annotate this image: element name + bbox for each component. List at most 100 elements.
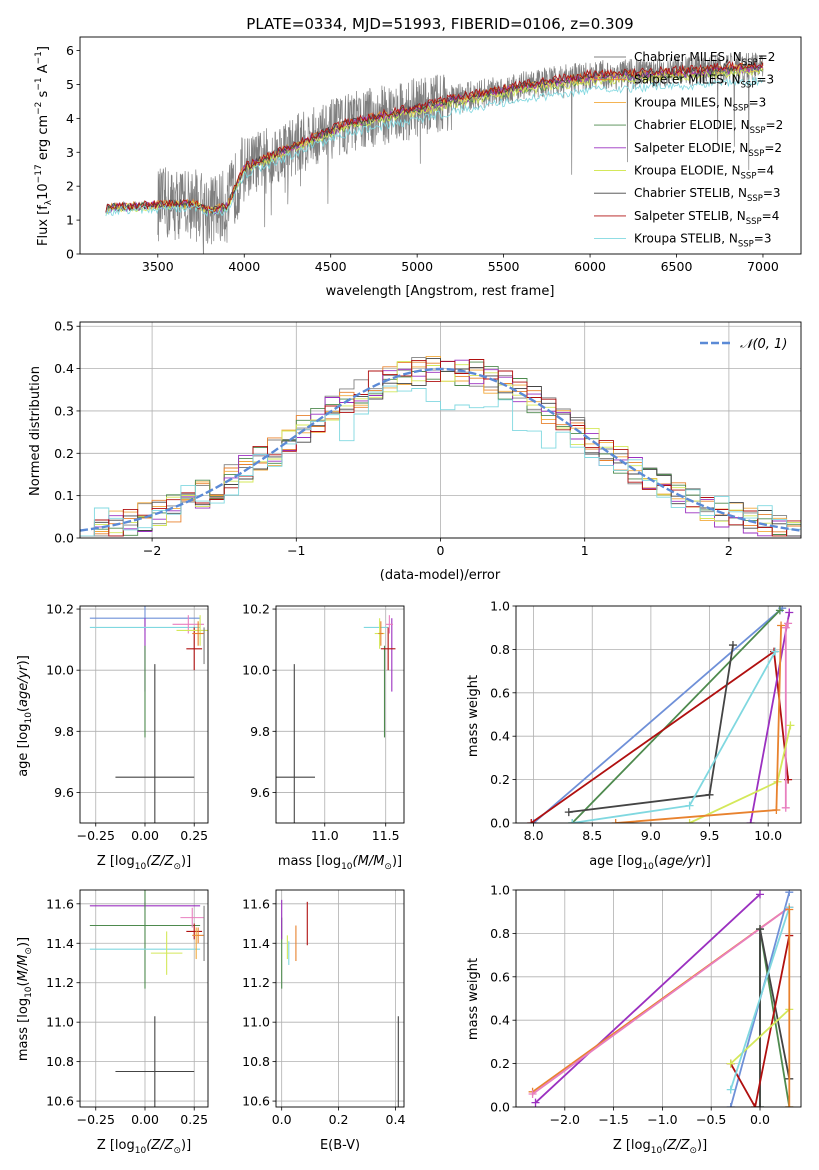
legend-sub: SSP xyxy=(738,240,754,250)
residual-histogram xyxy=(80,359,801,537)
weight-vs-age-population-marker xyxy=(781,623,790,632)
legend-text: Salpeter STELIB, N xyxy=(634,209,746,223)
legend-tail: =2 xyxy=(758,50,776,64)
age-vs-Z-xlabel-part: )] xyxy=(181,854,191,869)
age-vs-Z-xtick-label: 0.00 xyxy=(131,828,159,843)
weight-vs-Z-population-marker xyxy=(785,890,794,897)
mass-vs-ebv-ytick-label: 11.4 xyxy=(242,936,270,951)
mass-vs-Z-ytick-label: 11.6 xyxy=(46,896,74,911)
weight-vs-Z-population-marker xyxy=(726,1103,735,1107)
weight-vs-age-population-marker xyxy=(564,808,573,817)
spectrum-legend-label: Chabrier STELIB, NSSP=3 xyxy=(634,186,781,204)
weight-vs-Z-population-line xyxy=(729,907,791,1090)
mass-vs-ebv-xtick-label: 0.2 xyxy=(329,1112,349,1127)
mass-vs-Z-ytick-label: 11.0 xyxy=(46,1015,74,1030)
residuals-xtick-label: 2 xyxy=(725,543,733,558)
legend-tail: =2 xyxy=(766,118,784,132)
age-vs-Z-xlabel-part: (Z/Z xyxy=(146,854,174,869)
weight-vs-Z-ytick-label: 1.0 xyxy=(490,883,510,898)
mass-vs-Z-frame xyxy=(79,889,209,1108)
spectrum-legend-label: Salpeter MILES, NSSP=3 xyxy=(634,73,774,91)
weight-vs-Z-ytick-label: 0.4 xyxy=(490,1013,510,1028)
spectrum-frame xyxy=(79,36,802,255)
mass-vs-Z-xtick-label: 0.00 xyxy=(131,1112,159,1127)
mass-vs-Z-xlabel-part: (Z/Z xyxy=(146,1138,174,1153)
residuals-panel: (data-model)/error Normed distribution −… xyxy=(28,319,802,583)
weight-vs-Z-population-marker xyxy=(726,1085,735,1094)
mass-vs-Z-xlabel-part: ⊙ xyxy=(173,1146,181,1156)
spectrum-xtick-label: 6000 xyxy=(574,259,606,274)
weight-vs-age-population-marker xyxy=(775,606,784,615)
residuals-xtick-label: −1 xyxy=(287,543,305,558)
legend-text: Kroupa MILES, N xyxy=(634,95,733,109)
weight-vs-age-population-line xyxy=(530,649,789,823)
mass-vs-Z-xlabel-part: )] xyxy=(181,1138,191,1153)
weight-vs-age-xtick-label: 10.0 xyxy=(754,828,782,843)
age-vs-Z-xtick-label: −0.25 xyxy=(77,828,115,843)
weight-vs-Z-population-line xyxy=(729,935,791,1107)
legend-text: Chabrier STELIB, N xyxy=(634,186,747,200)
legend-sub: SSP xyxy=(750,126,766,136)
age-vs-mass-xlabel-part: )] xyxy=(392,854,402,869)
normal-distribution-curve xyxy=(80,367,801,532)
age-vs-mass-ytick-label: 9.8 xyxy=(250,724,270,739)
age-vs-mass-xtick-label: 11.5 xyxy=(372,828,400,843)
weight-vs-Z-xlabel-part: 10 xyxy=(651,1146,663,1156)
spectrum-xtick-label: 5000 xyxy=(401,259,433,274)
weight-vs-age-population-marker xyxy=(705,790,714,799)
spectrum-panel: PLATE=0334, MJD=51993, FIBERID=0106, z=0… xyxy=(34,15,802,299)
age-vs-Z-panel: age [log10(age/yr)] −0.25 0.00 0.25 9.6 9.8 1… xyxy=(16,602,209,872)
age-vs-mass-frame xyxy=(275,605,405,824)
weight-vs-Z-xtick-label: −2.0 xyxy=(550,1112,580,1127)
mass-vs-ebv-xtick-label: 0.0 xyxy=(272,1112,292,1127)
age-vs-Z-xtick-label: 0.25 xyxy=(180,828,208,843)
residuals-ytick-label: 0.2 xyxy=(54,446,74,461)
weight-vs-Z-ylabel: mass weight xyxy=(466,958,481,1040)
residuals-ytick-label: 0.4 xyxy=(54,361,74,376)
spectrum-ytick-label: 2 xyxy=(66,179,74,194)
mass-vs-Z-xlabel: Z [log10(Z/Z⊙)] xyxy=(97,1138,191,1156)
spectrum-legend-label: Chabrier ELODIE, NSSP=2 xyxy=(634,118,783,136)
age-vs-Z-xlabel-part: 10 xyxy=(135,862,147,872)
spectrum-legend-label: Kroupa MILES, NSSP=3 xyxy=(634,95,766,113)
weight-vs-age-ytick-label: 0.2 xyxy=(490,772,510,787)
legend-sub: SSP xyxy=(733,103,749,113)
weight-vs-age-population-marker xyxy=(611,819,620,823)
spectrum-legend-label: Salpeter ELODIE, NSSP=2 xyxy=(634,141,782,159)
weight-vs-age-xlabel: age [log10(age/yr)] xyxy=(589,854,711,872)
spectrum-legend-label: Salpeter STELIB, NSSP=4 xyxy=(634,209,779,227)
mass-vs-ebv-ytick-label: 10.8 xyxy=(242,1054,270,1069)
weight-vs-age-population-marker xyxy=(785,608,794,617)
weight-vs-age-population-marker xyxy=(784,619,793,628)
age-vs-Z-ytick-label: 9.6 xyxy=(54,785,74,800)
residuals-ytick-label: 0.0 xyxy=(54,531,74,546)
legend-tail: =2 xyxy=(764,141,782,155)
spectrum-title: PLATE=0334, MJD=51993, FIBERID=0106, z=0… xyxy=(246,15,633,33)
spectrum-legend-label: Chabrier MILES, NSSP=2 xyxy=(634,50,775,68)
residuals-ytick-label: 0.1 xyxy=(54,488,74,503)
legend-text: Kroupa ELODIE, N xyxy=(634,164,741,178)
weight-vs-age-ytick-label: 1.0 xyxy=(490,599,510,614)
mass-vs-Z-xlabel-part: Z [log xyxy=(97,1138,135,1153)
weight-vs-age-xtick-label: 8.0 xyxy=(524,828,544,843)
age-vs-mass-xlabel: mass [log10(M/M⊙)] xyxy=(278,854,402,872)
weight-vs-age-population-marker xyxy=(772,805,781,814)
legend-sub: SSP xyxy=(741,172,757,182)
weight-vs-age-population-marker xyxy=(728,641,737,650)
spectrum-xtick-label: 6500 xyxy=(661,259,693,274)
age-vs-Z-frame xyxy=(79,605,209,824)
legend-tail: =3 xyxy=(763,186,781,200)
weight-vs-Z-population-marker xyxy=(756,890,765,899)
weight-vs-age-population-line xyxy=(533,607,783,823)
mass-vs-Z-ylabel: mass [log10(M/M⊙)] xyxy=(16,937,34,1061)
residuals-xlabel: (data-model)/error xyxy=(380,568,501,583)
spectrum-ytick-label: 3 xyxy=(66,145,74,160)
weight-vs-Z-ytick-label: 0.0 xyxy=(490,1100,510,1115)
weight-vs-age-ytick-label: 0.6 xyxy=(490,685,510,700)
mass-vs-Z-ytick-label: 10.6 xyxy=(46,1094,74,1109)
legend-sub: SSP xyxy=(746,217,762,227)
weight-vs-age-population-line xyxy=(571,609,781,823)
mass-vs-ebv-ytick-label: 11.0 xyxy=(242,1015,270,1030)
weight-vs-Z-xtick-label: −1.5 xyxy=(598,1112,628,1127)
